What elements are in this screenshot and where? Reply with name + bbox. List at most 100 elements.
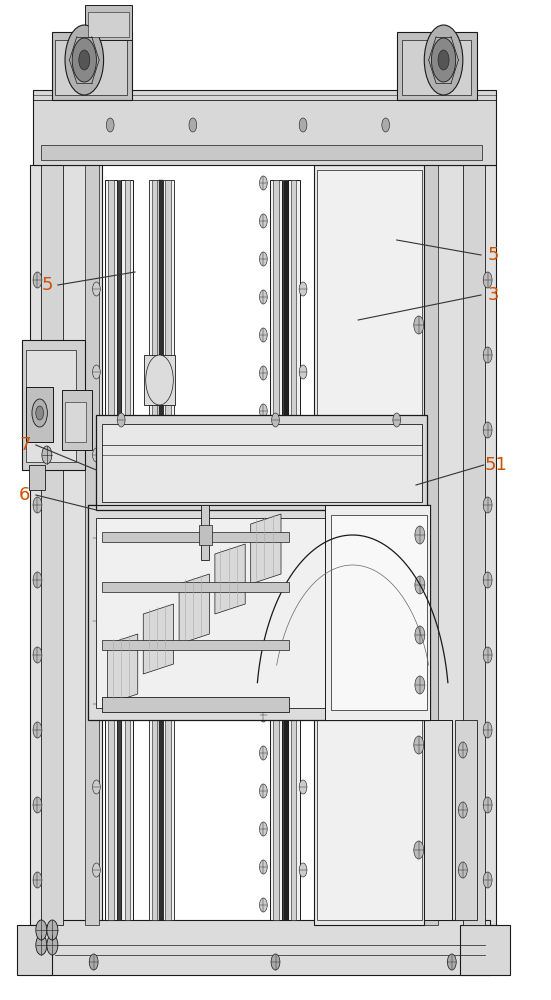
Circle shape — [260, 404, 267, 418]
Bar — [96, 415, 427, 510]
Circle shape — [36, 920, 47, 940]
Circle shape — [483, 422, 492, 438]
Text: 7: 7 — [19, 436, 30, 454]
Bar — [102, 532, 289, 542]
Bar — [152, 180, 157, 920]
Bar — [270, 180, 282, 920]
Bar — [144, 435, 175, 485]
Bar — [163, 180, 174, 920]
Circle shape — [260, 594, 267, 608]
Circle shape — [415, 526, 425, 544]
Circle shape — [299, 448, 307, 462]
Bar — [102, 582, 289, 592]
Circle shape — [299, 697, 307, 711]
Circle shape — [272, 413, 279, 427]
Circle shape — [299, 365, 307, 379]
Circle shape — [260, 746, 267, 760]
Circle shape — [33, 272, 42, 288]
Polygon shape — [107, 634, 138, 704]
Circle shape — [260, 518, 267, 532]
Circle shape — [299, 614, 307, 628]
Bar — [125, 180, 130, 920]
Circle shape — [382, 118, 390, 132]
Circle shape — [483, 497, 492, 513]
Bar — [39, 920, 490, 975]
Circle shape — [414, 631, 424, 649]
Circle shape — [415, 626, 425, 644]
Circle shape — [93, 863, 100, 877]
Circle shape — [93, 282, 100, 296]
Circle shape — [260, 822, 267, 836]
Circle shape — [93, 448, 100, 462]
Circle shape — [299, 863, 307, 877]
Circle shape — [93, 780, 100, 794]
Circle shape — [260, 898, 267, 912]
Text: 3: 3 — [488, 286, 499, 304]
Circle shape — [65, 25, 104, 95]
Bar — [397, 32, 477, 100]
Circle shape — [483, 722, 492, 738]
Bar — [424, 165, 496, 925]
Circle shape — [458, 862, 467, 878]
Circle shape — [299, 531, 307, 545]
Circle shape — [415, 676, 425, 694]
Circle shape — [458, 742, 467, 758]
Circle shape — [260, 252, 267, 266]
Circle shape — [260, 670, 267, 684]
Circle shape — [483, 572, 492, 588]
Bar — [17, 925, 52, 975]
Circle shape — [33, 722, 42, 738]
Circle shape — [483, 272, 492, 288]
Bar — [65, 402, 86, 442]
Circle shape — [260, 290, 267, 304]
Circle shape — [106, 118, 114, 132]
Circle shape — [483, 872, 492, 888]
Circle shape — [260, 480, 267, 494]
Circle shape — [36, 406, 44, 420]
Bar — [460, 925, 510, 975]
Text: 6: 6 — [19, 486, 30, 504]
Bar — [102, 424, 422, 502]
Bar — [30, 165, 102, 925]
Bar — [105, 180, 117, 920]
Circle shape — [260, 784, 267, 798]
Bar — [283, 180, 288, 920]
Bar — [317, 170, 422, 920]
Polygon shape — [251, 514, 281, 584]
Circle shape — [260, 214, 267, 228]
Bar — [291, 180, 296, 920]
Bar — [29, 465, 45, 490]
Bar — [402, 40, 471, 95]
Polygon shape — [215, 544, 245, 614]
Bar — [62, 390, 92, 450]
Bar — [85, 165, 99, 925]
Bar — [199, 525, 212, 545]
Circle shape — [36, 935, 47, 955]
Circle shape — [414, 841, 424, 859]
Bar — [41, 165, 63, 925]
Bar — [201, 505, 209, 560]
Bar — [117, 180, 121, 920]
Bar — [52, 32, 132, 100]
Bar — [424, 165, 438, 925]
Bar — [331, 515, 427, 710]
Circle shape — [299, 282, 307, 296]
Bar — [26, 387, 53, 442]
Circle shape — [424, 25, 463, 95]
Text: 5: 5 — [488, 246, 499, 264]
Bar — [88, 12, 129, 37]
Polygon shape — [179, 574, 209, 644]
Circle shape — [260, 708, 267, 722]
Circle shape — [260, 328, 267, 342]
Circle shape — [32, 399, 47, 427]
Circle shape — [414, 736, 424, 754]
Polygon shape — [143, 604, 174, 674]
Text: 5: 5 — [41, 276, 52, 294]
Circle shape — [415, 576, 425, 594]
Circle shape — [93, 365, 100, 379]
Circle shape — [93, 697, 100, 711]
Circle shape — [431, 38, 456, 82]
Circle shape — [414, 316, 424, 334]
Circle shape — [447, 954, 456, 970]
Circle shape — [483, 347, 492, 363]
